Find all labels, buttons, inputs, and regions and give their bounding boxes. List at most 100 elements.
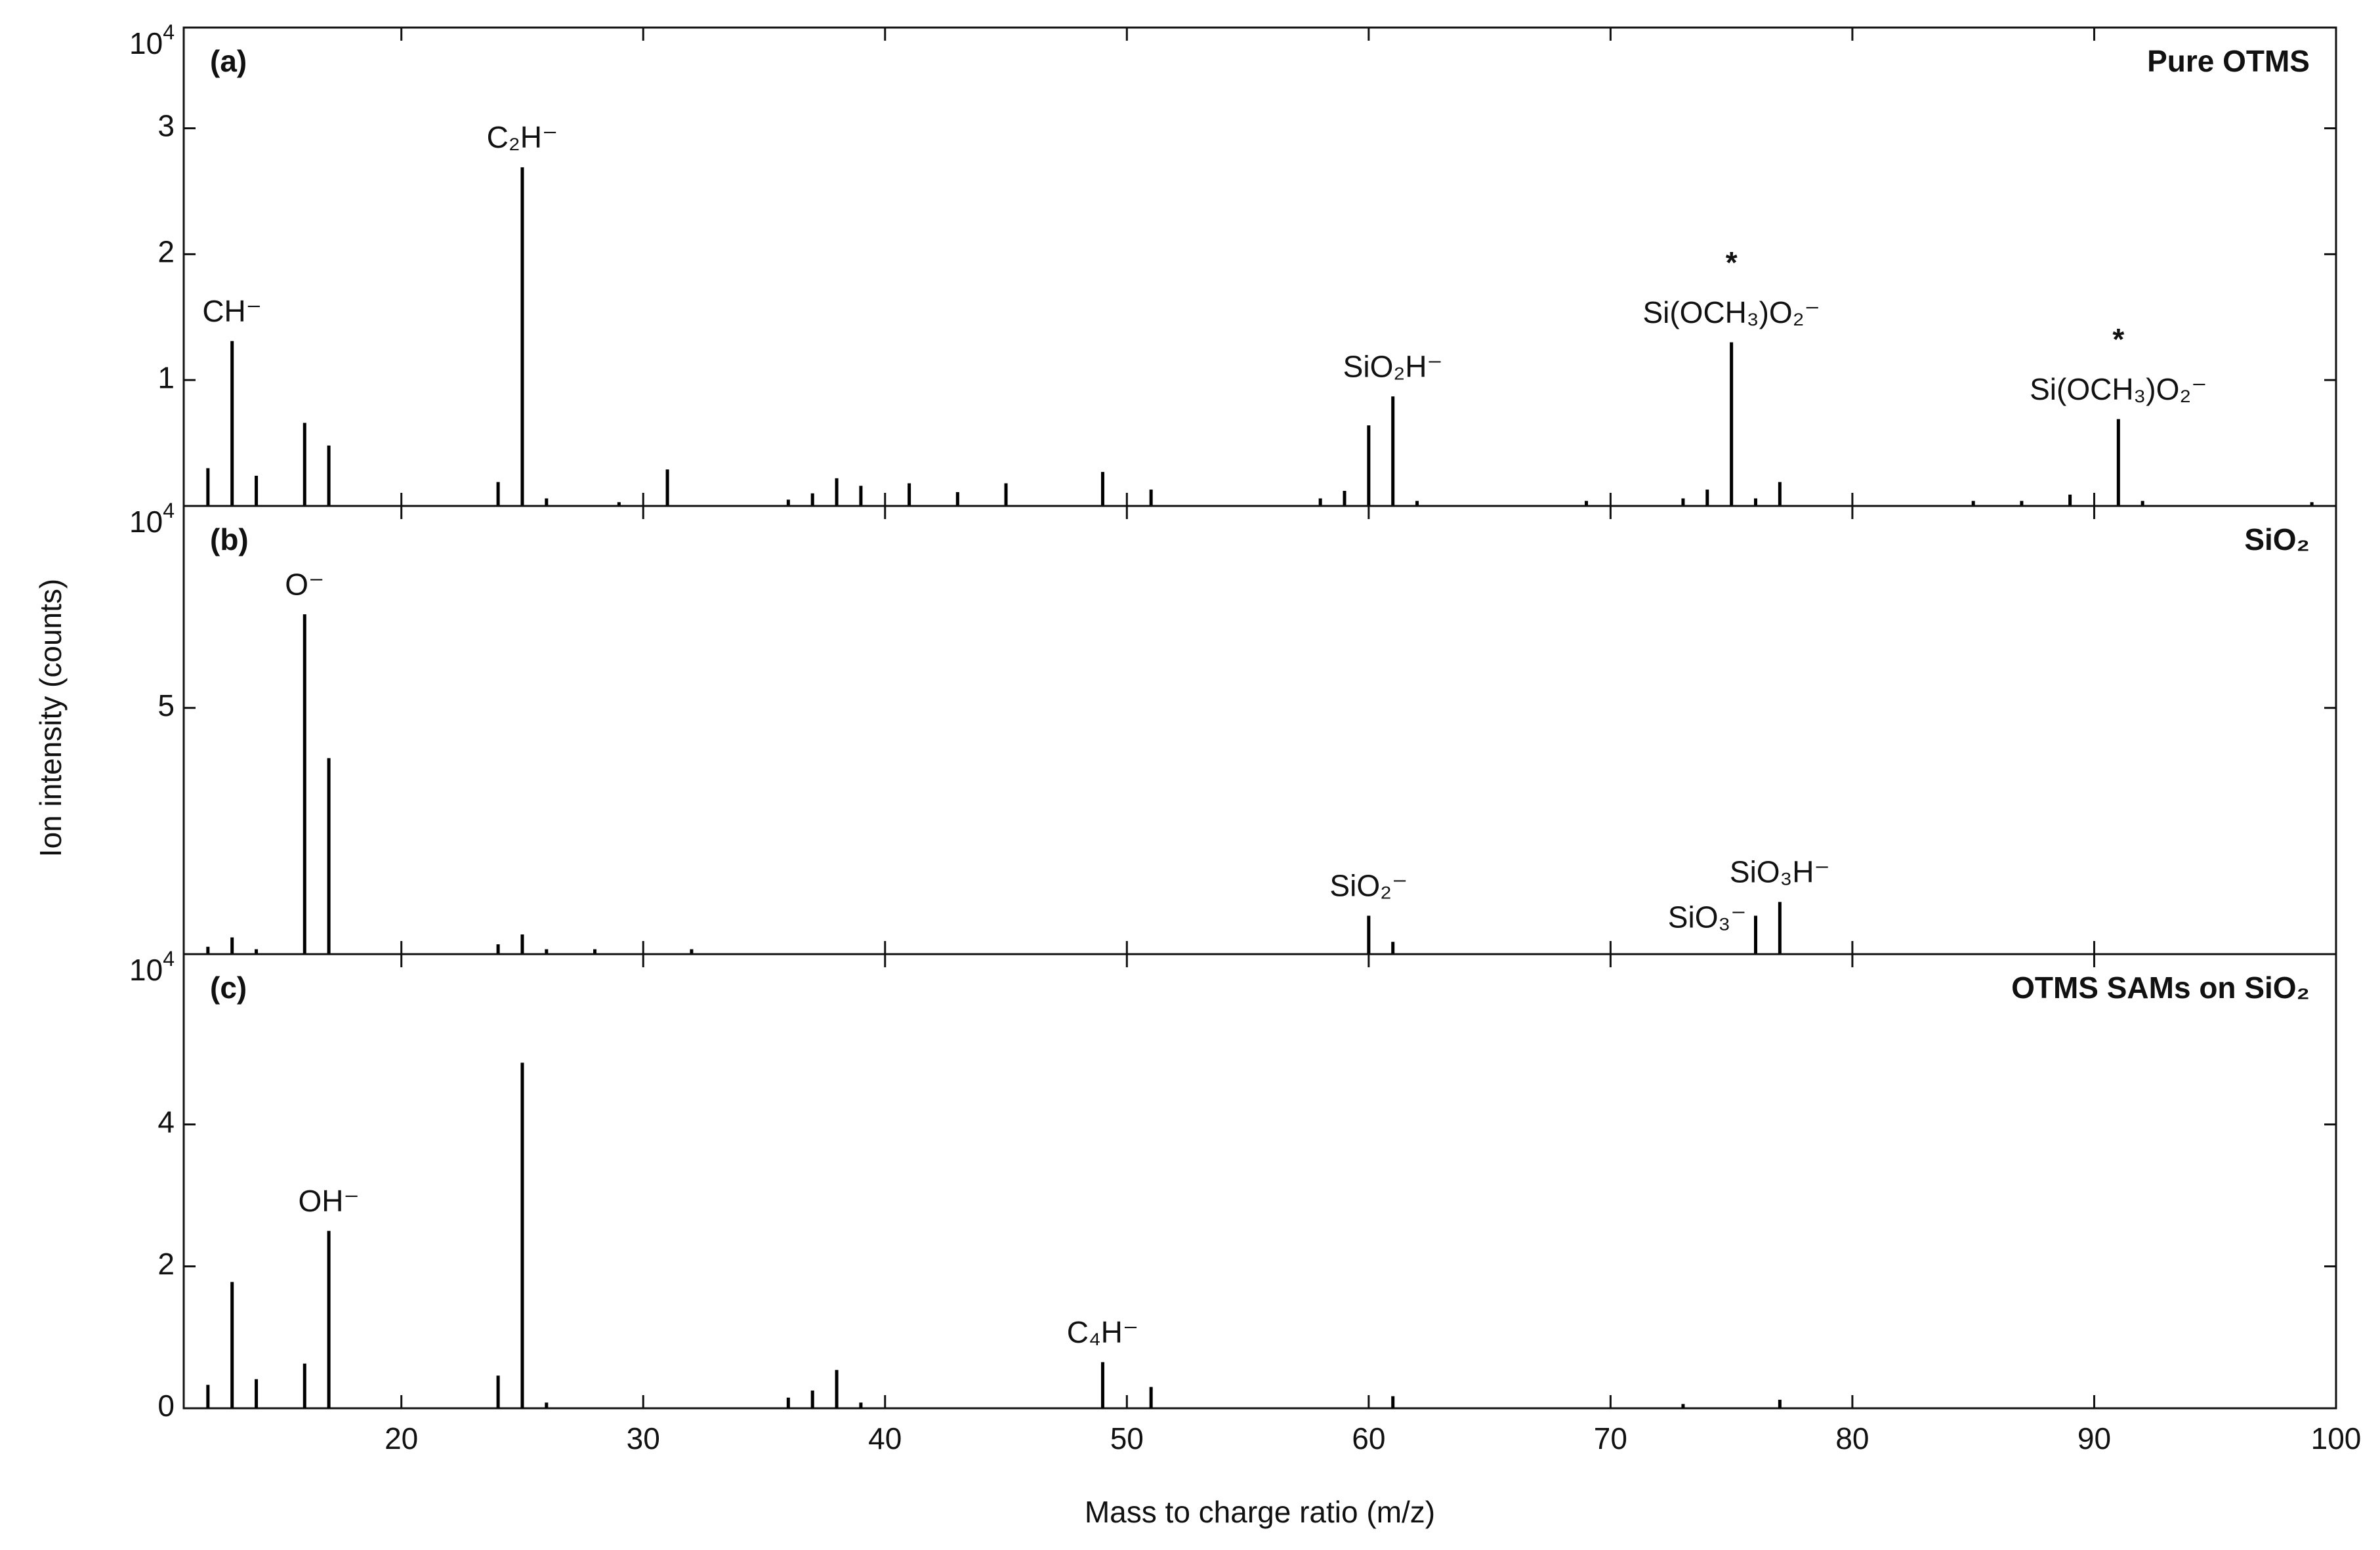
peak [810,1390,814,1408]
peak [1004,483,1008,506]
peak [545,949,549,954]
y-tick-label: 2 [157,234,175,268]
peak-annotation: SiO₂⁻ [1329,869,1408,903]
peak-annotation: O⁻ [285,567,324,601]
peak [255,949,259,954]
x-tick-label: 80 [1835,1421,1869,1456]
peak [206,468,210,506]
x-tick-label: 90 [2077,1421,2111,1456]
peak [1754,915,1758,954]
peak [1754,498,1758,506]
peak [496,1375,500,1408]
y-multiplier: 104 [129,20,175,60]
x-tick-label: 50 [1110,1421,1144,1456]
x-tick-label: 60 [1352,1421,1385,1456]
panel-title: OTMS SAMs on SiO₂ [2011,971,2310,1005]
peak [1415,501,1419,506]
peak [859,1402,863,1408]
x-tick-label: 20 [385,1421,418,1456]
peak [1318,498,1322,506]
y-multiplier: 104 [129,499,175,539]
peak [835,478,839,506]
y-tick-label: 0 [157,1389,175,1423]
peak [1149,490,1153,506]
peak [327,445,331,506]
peak [1391,396,1395,506]
peak-annotation: Si(OCH₃)O₂⁻ [1642,295,1820,329]
peak [1730,342,1734,506]
peak [2116,419,2120,506]
peak [327,758,331,954]
panel-label: (b) [210,522,249,556]
x-tick-label: 30 [627,1421,660,1456]
peak [2068,494,2072,506]
peak [520,934,524,954]
peak-annotation: SiO₃⁻ [1668,900,1747,934]
peak [1681,498,1685,506]
peak [1778,1400,1782,1408]
peak [665,469,669,506]
y-multiplier-exponent: 4 [163,20,175,44]
x-tick-label: 40 [868,1421,902,1456]
y-tick-label: 3 [157,109,175,143]
peak [545,1402,549,1408]
x-tick-label: 100 [2311,1421,2362,1456]
plot-frame [182,505,2337,955]
peak [1971,501,1975,506]
plot-frame [182,26,2337,507]
peak [955,492,959,506]
peak [1367,915,1371,954]
peak [835,1370,839,1408]
peak [786,1397,790,1408]
peak [303,423,306,506]
peak [1778,902,1782,954]
peak [206,1385,210,1408]
peak [1391,1396,1395,1408]
y-multiplier-base: 10 [129,26,163,60]
peak [690,949,694,954]
peak-annotation: SiO₂H⁻ [1343,349,1443,383]
peak [1681,1404,1685,1408]
y-tick-label: 4 [157,1105,175,1139]
peak [1100,1362,1104,1408]
y-multiplier: 104 [129,947,175,987]
peak [496,482,500,506]
peak-annotation: SiO₃H⁻ [1730,855,1830,889]
peak [786,499,790,506]
panel-label: (c) [210,971,247,1005]
x-axis-label: Mass to charge ratio (m/z) [1085,1495,1435,1529]
panel-title: Pure OTMS [2147,44,2310,78]
panel-title: SiO₂ [2244,522,2310,556]
y-tick-label: 2 [157,1247,175,1281]
peak [2310,502,2314,506]
peak [2020,501,2024,506]
y-multiplier-base: 10 [129,953,163,987]
y-multiplier-base: 10 [129,505,163,539]
peak [859,486,863,506]
peak [617,502,621,506]
y-tick-label: 1 [157,360,175,394]
peak [810,493,814,506]
peak [230,341,234,506]
peak [2140,501,2144,506]
peak [255,1379,259,1408]
peak-annotation: OH⁻ [298,1184,359,1218]
peak [1367,425,1371,506]
y-multiplier-exponent: 4 [163,947,175,971]
peak [1343,490,1347,506]
peak [230,1282,234,1408]
peak [206,946,210,954]
panel-label: (a) [210,44,247,78]
peak [520,167,524,507]
peak [1149,1387,1153,1408]
peak [908,483,911,506]
peak [255,475,259,506]
peak [230,937,234,954]
peak-annotation: C₄H⁻ [1067,1315,1139,1349]
y-axis-label: Ion intensity (counts) [33,579,68,857]
plot-frame [182,953,2337,1410]
y-tick-label: 5 [157,688,175,723]
peak [1585,501,1589,506]
